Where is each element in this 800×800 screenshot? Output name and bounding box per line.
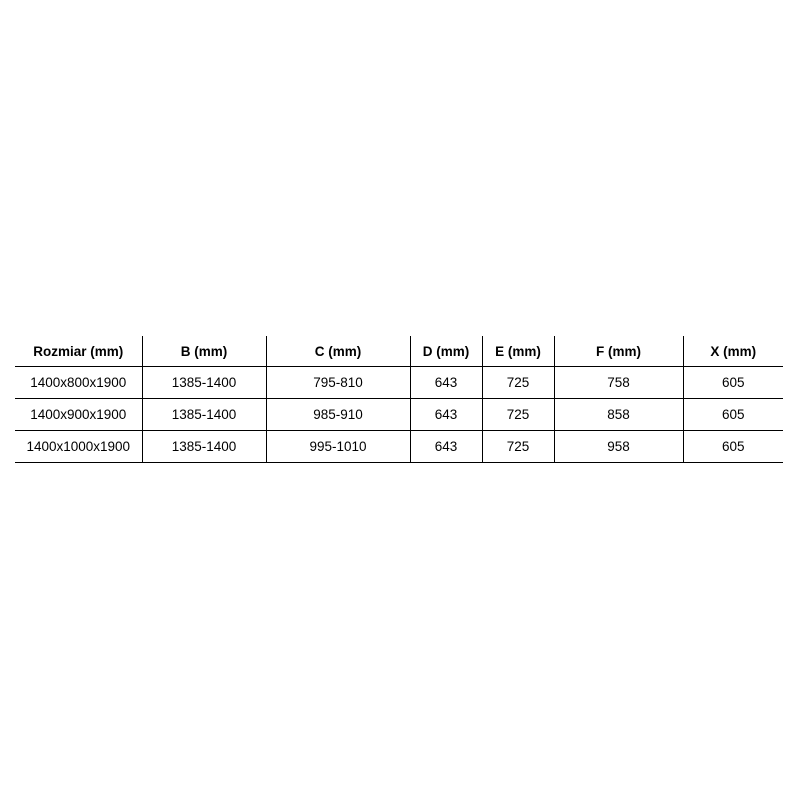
cell: 605 — [682, 430, 783, 463]
cell: 643 — [409, 430, 482, 463]
header-x: X (mm) — [682, 336, 783, 367]
cell: 1400x900x1900 — [15, 398, 142, 431]
cell: 758 — [553, 366, 683, 399]
cell: 643 — [409, 398, 482, 431]
header-e: E (mm) — [481, 336, 554, 367]
header-d: D (mm) — [409, 336, 482, 367]
cell: 1400x1000x1900 — [15, 430, 142, 463]
header-f: F (mm) — [553, 336, 683, 367]
cell: 1385-1400 — [141, 398, 266, 431]
cell: 605 — [682, 398, 783, 431]
cell: 725 — [481, 366, 554, 399]
cell: 725 — [481, 398, 554, 431]
cell: 995-1010 — [265, 430, 410, 463]
cell: 1400x800x1900 — [15, 366, 142, 399]
cell: 858 — [553, 398, 683, 431]
cell: 1385-1400 — [141, 366, 266, 399]
cell: 795-810 — [265, 366, 410, 399]
dimensions-table: Rozmiar (mm) B (mm) C (mm) D (mm) E (mm)… — [15, 336, 783, 463]
header-rozmiar: Rozmiar (mm) — [15, 336, 142, 367]
cell: 1385-1400 — [141, 430, 266, 463]
cell: 958 — [553, 430, 683, 463]
table-row: 1400x900x1900 1385-1400 985-910 643 725 … — [15, 398, 783, 431]
header-row: Rozmiar (mm) B (mm) C (mm) D (mm) E (mm)… — [15, 336, 783, 367]
table-row: 1400x800x1900 1385-1400 795-810 643 725 … — [15, 366, 783, 399]
cell: 985-910 — [265, 398, 410, 431]
cell: 643 — [409, 366, 482, 399]
table-row: 1400x1000x1900 1385-1400 995-1010 643 72… — [15, 430, 783, 463]
header-b: B (mm) — [141, 336, 266, 367]
cell: 605 — [682, 366, 783, 399]
cell: 725 — [481, 430, 554, 463]
header-c: C (mm) — [265, 336, 410, 367]
